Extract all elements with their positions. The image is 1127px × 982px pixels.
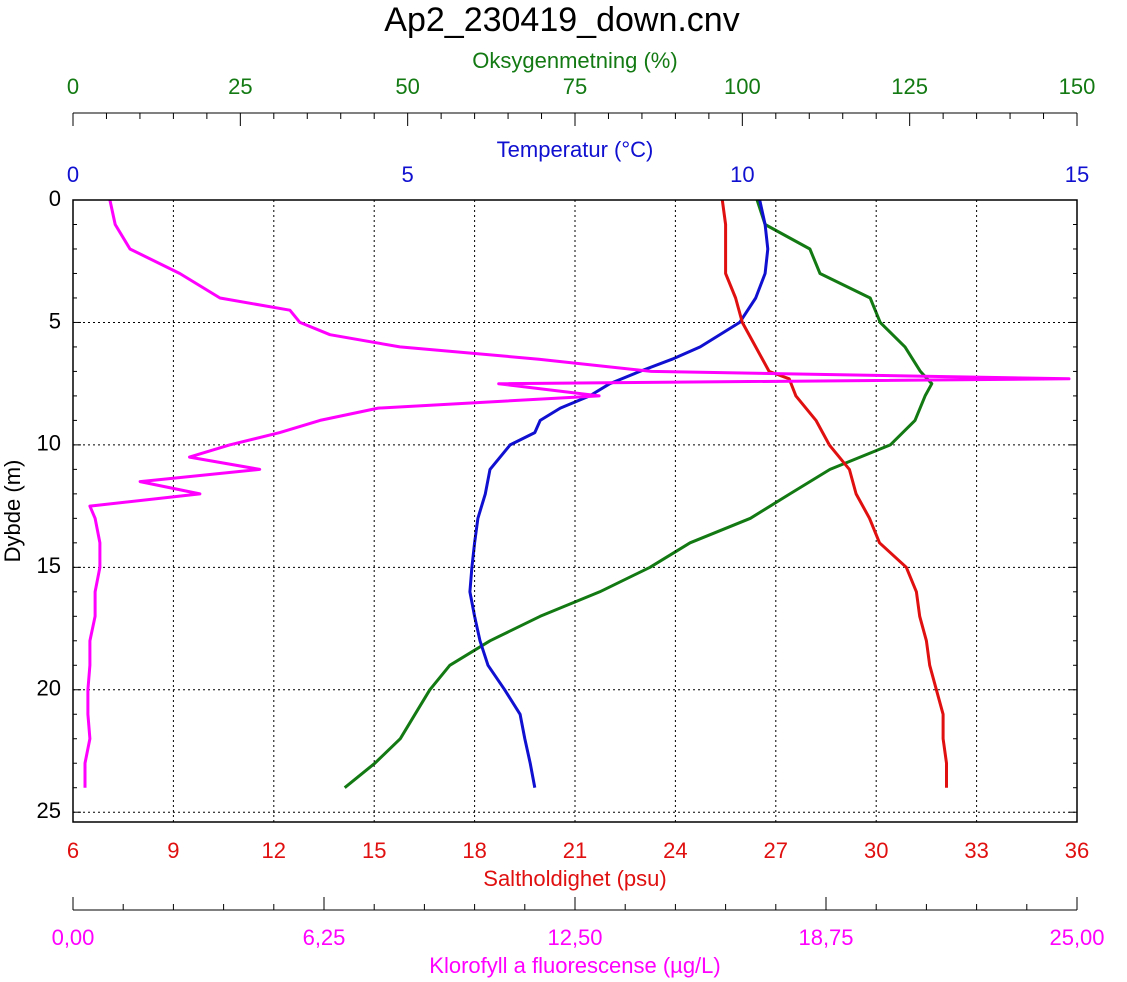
profile-line	[83, 199, 1071, 788]
x-tick-label: 0	[67, 162, 79, 187]
x-tick-label: 33	[964, 838, 988, 863]
x-tick-label: 27	[764, 838, 788, 863]
x-tick-label: 21	[563, 838, 587, 863]
y-tick-label: 20	[37, 676, 61, 701]
x-tick-label: 0,00	[52, 925, 95, 950]
x-tick-label: 125	[891, 74, 928, 99]
axis-title: Klorofyll a fluorescense (µg/L)	[429, 953, 720, 978]
axis-title: Oksygenmetning (%)	[472, 48, 677, 73]
x-tick-label: 25,00	[1049, 925, 1104, 950]
x-tick-label: 24	[663, 838, 687, 863]
profile-line	[343, 199, 934, 789]
x-tick-label: 6	[67, 838, 79, 863]
x-tick-label: 10	[730, 162, 754, 187]
x-tick-label: 75	[563, 74, 587, 99]
x-tick-label: 100	[724, 74, 761, 99]
x-tick-label: 30	[864, 838, 888, 863]
y-tick-label: 5	[49, 308, 61, 333]
axis-title: Temperatur (°C)	[497, 137, 654, 162]
x-tick-label: 18,75	[798, 925, 853, 950]
profile-line	[468, 199, 770, 788]
x-tick-label: 150	[1059, 74, 1096, 99]
y-axis-title: Dybde (m)	[0, 460, 25, 563]
x-tick-label: 18	[462, 838, 486, 863]
x-tick-label: 36	[1065, 838, 1089, 863]
x-tick-label: 15	[1065, 162, 1089, 187]
x-tick-label: 15	[362, 838, 386, 863]
chart-title: Ap2_230419_down.cnv	[384, 1, 739, 39]
axis-title: Saltholdighet (psu)	[483, 866, 666, 891]
profile-line	[720, 199, 948, 788]
y-tick-label: 10	[37, 431, 61, 456]
x-tick-label: 5	[402, 162, 414, 187]
x-tick-label: 12	[262, 838, 286, 863]
x-tick-label: 50	[395, 74, 419, 99]
x-tick-label: 9	[167, 838, 179, 863]
plot-frame	[72, 199, 1078, 823]
x-tick-label: 0	[67, 74, 79, 99]
x-tick-label: 25	[228, 74, 252, 99]
y-tick-label: 25	[37, 798, 61, 823]
x-tick-label: 6,25	[303, 925, 346, 950]
x-tick-label: 12,50	[547, 925, 602, 950]
y-tick-label: 0	[49, 186, 61, 211]
y-tick-label: 15	[37, 553, 61, 578]
